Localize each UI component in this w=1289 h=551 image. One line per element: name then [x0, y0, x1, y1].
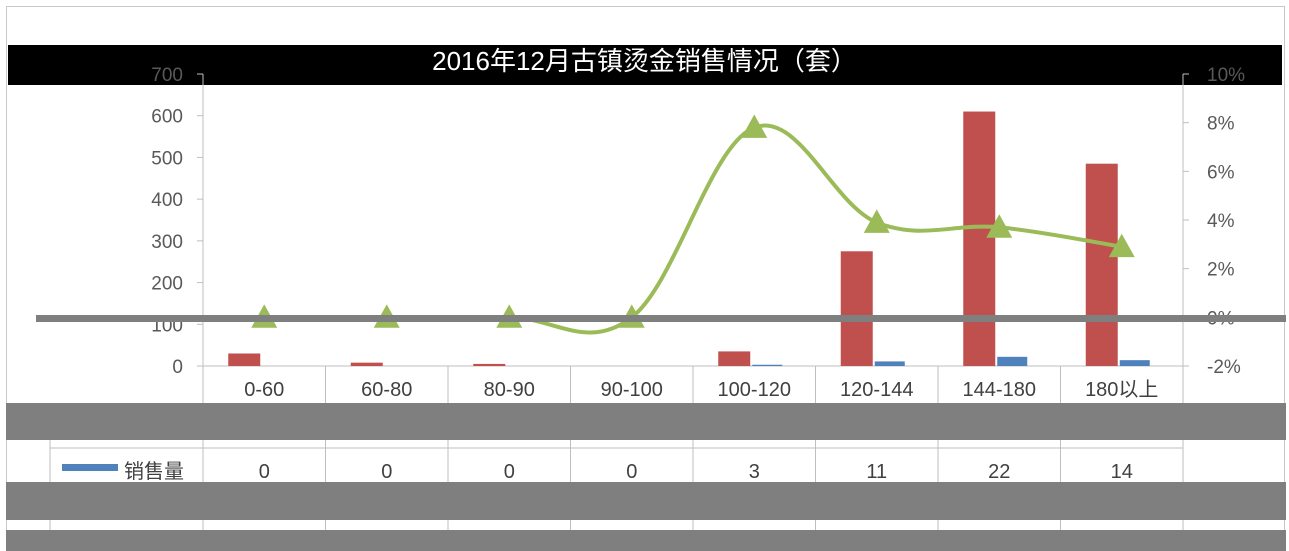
- table-cell-value: 0: [504, 461, 515, 483]
- gray-band-table-2: [6, 482, 1286, 520]
- left-tick-label: 500: [151, 148, 183, 169]
- legend-label: 销售量: [124, 460, 184, 483]
- bars-layer: [228, 111, 1150, 367]
- data-table: 销售量 0 0 0 0 3 11 22 14: [62, 460, 1133, 483]
- right-tick-label: -2%: [1207, 357, 1241, 378]
- category-label: 120-144: [840, 379, 913, 401]
- chart-frame: [6, 6, 1285, 545]
- right-tick-label: 2%: [1207, 260, 1235, 281]
- category-label: 0-60: [244, 379, 284, 401]
- gray-band-bottom: [6, 530, 1286, 551]
- title-bar: [8, 45, 1282, 85]
- bar-blue: [874, 361, 905, 366]
- right-tick-label: 8%: [1207, 114, 1235, 135]
- left-tick-label: 700: [151, 65, 183, 86]
- bar-red: [718, 351, 751, 366]
- table-cell-value: 0: [626, 461, 637, 483]
- bar-red: [228, 353, 261, 366]
- category-label: 100-120: [718, 379, 791, 401]
- line-marker: [741, 114, 768, 138]
- chart-title: 2016年12月古镇烫金销售情况（套）: [432, 46, 857, 76]
- table-cell-value: 0: [259, 461, 270, 483]
- category-label: 80-90: [484, 379, 535, 401]
- category-label: 180以上: [1085, 378, 1158, 401]
- left-tick-label: 0: [172, 357, 183, 378]
- right-tick-label: 4%: [1207, 211, 1235, 232]
- category-label: 60-80: [361, 379, 412, 401]
- left-tick-label: 200: [151, 274, 183, 295]
- line-marker: [1108, 233, 1135, 258]
- bar-blue: [752, 364, 783, 366]
- left-tick-label: 600: [151, 107, 183, 128]
- bar-blue: [997, 356, 1028, 366]
- right-tick-label: 10%: [1207, 65, 1245, 86]
- bar-red: [1085, 163, 1118, 366]
- table-cell-value: 22: [988, 461, 1010, 483]
- line-layer: [251, 114, 1135, 335]
- category-labels: 0-60 60-80 80-90 90-100 100-120 120-144 144-18…: [244, 378, 1158, 401]
- bar-red: [963, 111, 996, 367]
- table-cell-value: 11: [866, 461, 887, 483]
- bar-red: [473, 363, 506, 366]
- table-cell-value: 3: [749, 461, 760, 483]
- line-marker: [863, 209, 890, 233]
- table-cell-value: 14: [1111, 461, 1133, 483]
- gray-band-axis: [36, 315, 1286, 322]
- bar-red: [840, 251, 873, 366]
- gray-band-table-1: [6, 403, 1286, 440]
- left-tick-label: 400: [151, 190, 183, 211]
- right-tick-label: 6%: [1207, 162, 1235, 183]
- left-tick-label: 300: [151, 232, 183, 253]
- category-label: 90-100: [601, 379, 663, 401]
- line-marker: [986, 214, 1013, 238]
- table-cell-value: 0: [381, 461, 392, 483]
- category-label: 144-180: [963, 379, 1036, 401]
- bar-blue: [1119, 360, 1150, 366]
- bar-red: [350, 362, 383, 366]
- legend-key-blue: [62, 464, 118, 471]
